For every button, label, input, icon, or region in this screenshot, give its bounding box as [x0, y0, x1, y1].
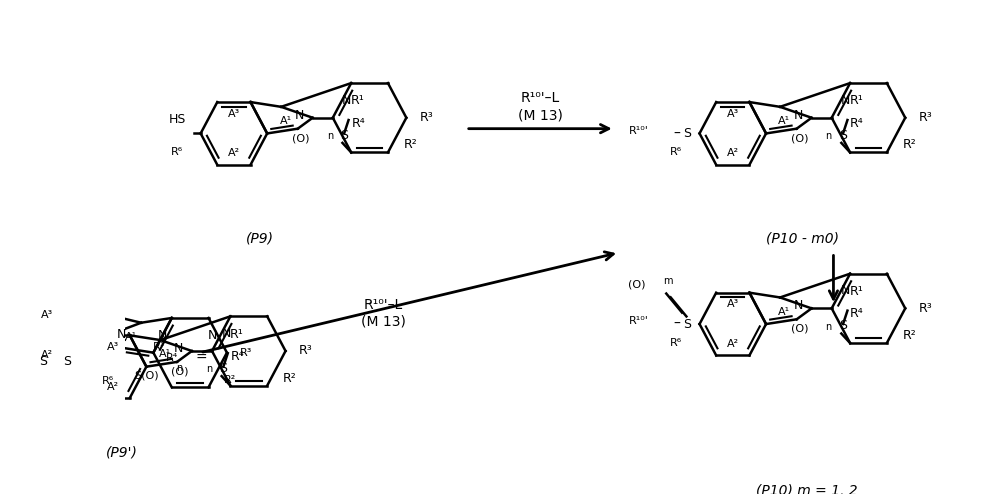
Text: R²: R²: [282, 371, 296, 384]
Text: N: N: [158, 329, 168, 342]
Text: n: n: [326, 131, 333, 141]
Text: S: S: [839, 129, 847, 142]
Text: S: S: [340, 129, 348, 142]
Text: HS: HS: [169, 113, 186, 125]
Text: R³: R³: [241, 348, 252, 358]
Text: A³: A³: [727, 109, 739, 119]
Text: n: n: [176, 363, 183, 373]
Text: N: N: [222, 327, 231, 340]
Text: n: n: [825, 322, 831, 331]
Text: (M 13): (M 13): [361, 315, 406, 329]
Text: R²: R²: [902, 329, 916, 342]
Text: R¹⁰': R¹⁰': [629, 316, 649, 326]
Text: A¹: A¹: [778, 116, 790, 126]
Text: S(O): S(O): [134, 371, 159, 381]
Text: S: S: [220, 362, 228, 375]
Text: R³: R³: [918, 111, 932, 124]
Text: n: n: [206, 364, 213, 374]
Text: (M 13): (M 13): [518, 108, 563, 123]
Text: R¹⁰'–L: R¹⁰'–L: [363, 297, 403, 312]
Text: N: N: [841, 285, 850, 297]
Text: A¹: A¹: [125, 332, 137, 342]
Text: A²: A²: [107, 381, 119, 392]
Text: A¹: A¹: [778, 307, 790, 317]
Text: R¹⁰': R¹⁰': [629, 125, 649, 135]
Text: (O): (O): [790, 133, 808, 143]
Text: A²: A²: [727, 339, 739, 349]
Text: –: –: [674, 317, 681, 331]
Text: R⁴: R⁴: [231, 350, 245, 363]
Text: A³: A³: [727, 299, 739, 309]
Text: S: S: [839, 320, 847, 332]
Text: R¹: R¹: [849, 285, 863, 298]
Text: A¹: A¹: [159, 349, 171, 359]
Text: R⁴: R⁴: [351, 117, 365, 129]
Text: (O): (O): [291, 133, 309, 143]
Text: R¹⁰'–L: R¹⁰'–L: [521, 91, 560, 105]
Text: R³: R³: [298, 344, 312, 358]
Text: N: N: [793, 299, 803, 312]
Text: A²: A²: [41, 350, 53, 360]
Text: R⁶: R⁶: [102, 376, 114, 386]
Text: R⁴: R⁴: [166, 353, 178, 363]
Text: N: N: [209, 329, 218, 342]
Text: =: =: [196, 351, 208, 365]
Text: S: S: [63, 355, 71, 369]
Text: A³: A³: [107, 342, 119, 352]
Text: (P10 - m0): (P10 - m0): [766, 231, 839, 246]
Text: N: N: [342, 94, 351, 107]
Text: R¹: R¹: [230, 328, 244, 341]
Text: R¹: R¹: [350, 94, 364, 108]
Text: R⁶: R⁶: [670, 338, 682, 348]
Text: S: S: [39, 355, 47, 369]
Text: R⁴: R⁴: [850, 117, 864, 129]
Text: (O): (O): [790, 324, 808, 334]
Text: S: S: [683, 127, 691, 140]
Text: R²: R²: [902, 138, 916, 151]
Text: N: N: [793, 109, 803, 122]
Text: S: S: [683, 318, 691, 330]
Text: R⁶: R⁶: [670, 148, 682, 158]
Text: A¹: A¹: [279, 116, 291, 126]
Text: R¹: R¹: [153, 342, 165, 352]
Text: R²: R²: [225, 374, 237, 385]
Text: (P10) m = 1, 2: (P10) m = 1, 2: [756, 484, 858, 494]
Text: A³: A³: [41, 310, 53, 321]
Text: (P9): (P9): [247, 231, 274, 246]
Text: R²: R²: [404, 138, 417, 151]
Text: n: n: [825, 131, 831, 141]
Text: (P9'): (P9'): [106, 446, 138, 460]
Text: –: –: [674, 126, 681, 140]
Text: N: N: [294, 109, 304, 122]
Text: A²: A²: [727, 148, 739, 159]
Text: R⁶: R⁶: [171, 148, 184, 158]
Text: R³: R³: [918, 302, 932, 315]
Text: A³: A³: [228, 109, 241, 119]
Text: R⁴: R⁴: [850, 307, 864, 320]
Text: N: N: [174, 342, 184, 355]
Text: N: N: [841, 94, 850, 107]
Text: (O): (O): [628, 279, 646, 289]
Text: (O): (O): [171, 367, 189, 376]
Text: R¹: R¹: [849, 94, 863, 108]
Text: A²: A²: [228, 148, 240, 159]
Text: N: N: [117, 328, 126, 341]
Text: R³: R³: [419, 111, 433, 124]
Text: m: m: [663, 276, 673, 286]
